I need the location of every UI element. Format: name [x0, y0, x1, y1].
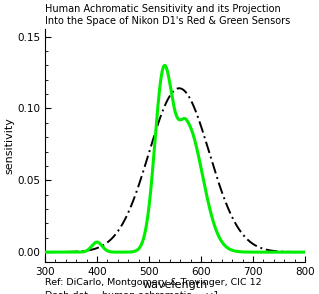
Text: Dash-dot = human achromatic = ω1.: Dash-dot = human achromatic = ω1. — [45, 291, 222, 294]
Text: Human Achromatic Sensitivity and its Projection
Into the Space of Nikon D1's Red: Human Achromatic Sensitivity and its Pro… — [45, 4, 290, 26]
X-axis label: wavelength: wavelength — [142, 280, 208, 290]
Y-axis label: sensitivity: sensitivity — [4, 117, 14, 174]
Text: Ref: DiCarlo, Montgomery & Trovinger, CIC 12: Ref: DiCarlo, Montgomery & Trovinger, CI… — [45, 278, 262, 287]
